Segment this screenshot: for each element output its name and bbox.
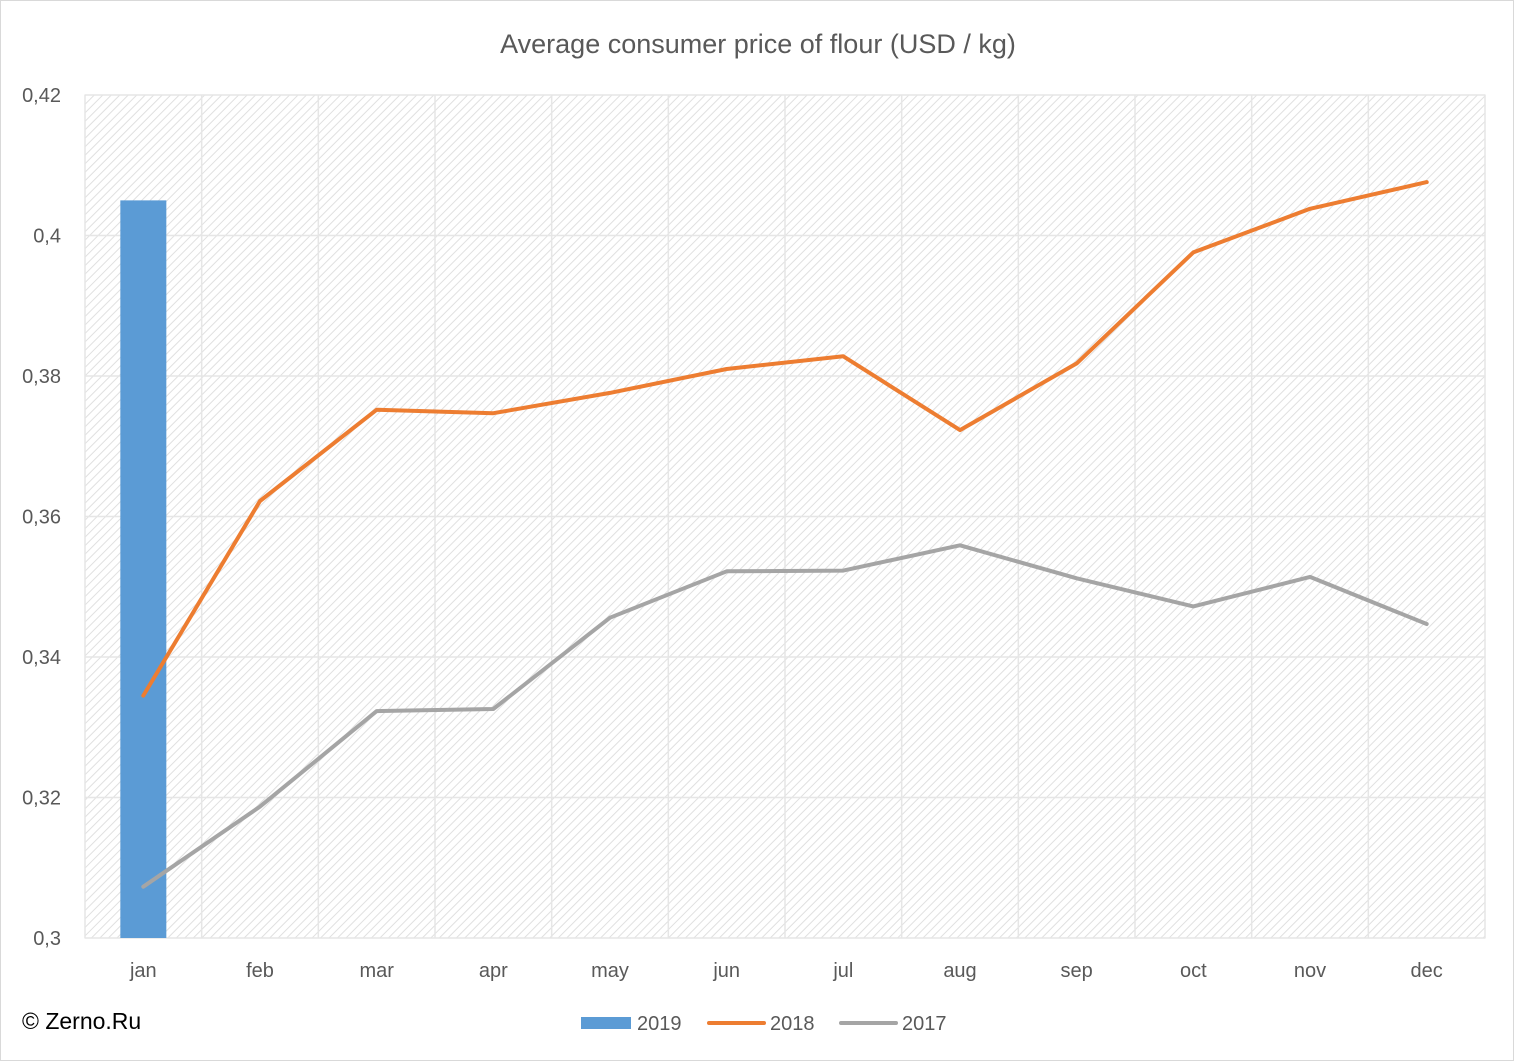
copyright-label: © Zerno.Ru	[22, 1008, 142, 1034]
legend: 2019 2018 2017	[581, 1013, 947, 1035]
bar-series	[120, 200, 167, 938]
chart-title: Average consumer price of flour (USD / k…	[500, 29, 1016, 59]
x-tick-label: mar	[359, 960, 394, 982]
y-tick-label: 0,38	[22, 366, 61, 388]
x-axis-ticks: jan feb mar apr may jun jul aug sep oct nov dec	[129, 960, 1443, 982]
x-tick-label: oct	[1180, 960, 1207, 982]
x-tick-label: jan	[129, 960, 157, 982]
y-tick-label: 0,32	[22, 788, 61, 810]
x-tick-label: sep	[1061, 960, 1093, 982]
x-tick-label: dec	[1411, 960, 1443, 982]
line-series-2017	[141, 543, 1429, 889]
x-tick-label: jun	[712, 960, 740, 982]
y-tick-label: 0,3	[33, 928, 61, 950]
x-tick-label: may	[591, 960, 629, 982]
gridlines	[84, 94, 1486, 939]
x-tick-label: aug	[943, 960, 976, 982]
line-series-2018	[141, 180, 1429, 698]
y-tick-label: 0,34	[22, 647, 61, 669]
y-tick-label: 0,36	[22, 507, 61, 529]
legend-swatch-2019	[581, 1017, 631, 1029]
x-tick-label: jul	[832, 960, 853, 982]
x-tick-label: feb	[246, 960, 274, 982]
legend-label-2017: 2017	[902, 1013, 947, 1035]
x-tick-label: nov	[1294, 960, 1326, 982]
y-tick-label: 0,4	[33, 226, 61, 248]
y-tick-label: 0,42	[22, 85, 61, 107]
line-series	[141, 180, 1429, 889]
legend-label-2019: 2019	[637, 1013, 682, 1035]
x-tick-label: apr	[479, 960, 508, 982]
bar-2019-jan	[120, 200, 167, 938]
legend-label-2018: 2018	[770, 1013, 815, 1035]
y-axis-ticks: 0,3 0,32 0,34 0,36 0,38 0,4 0,42	[22, 85, 61, 950]
